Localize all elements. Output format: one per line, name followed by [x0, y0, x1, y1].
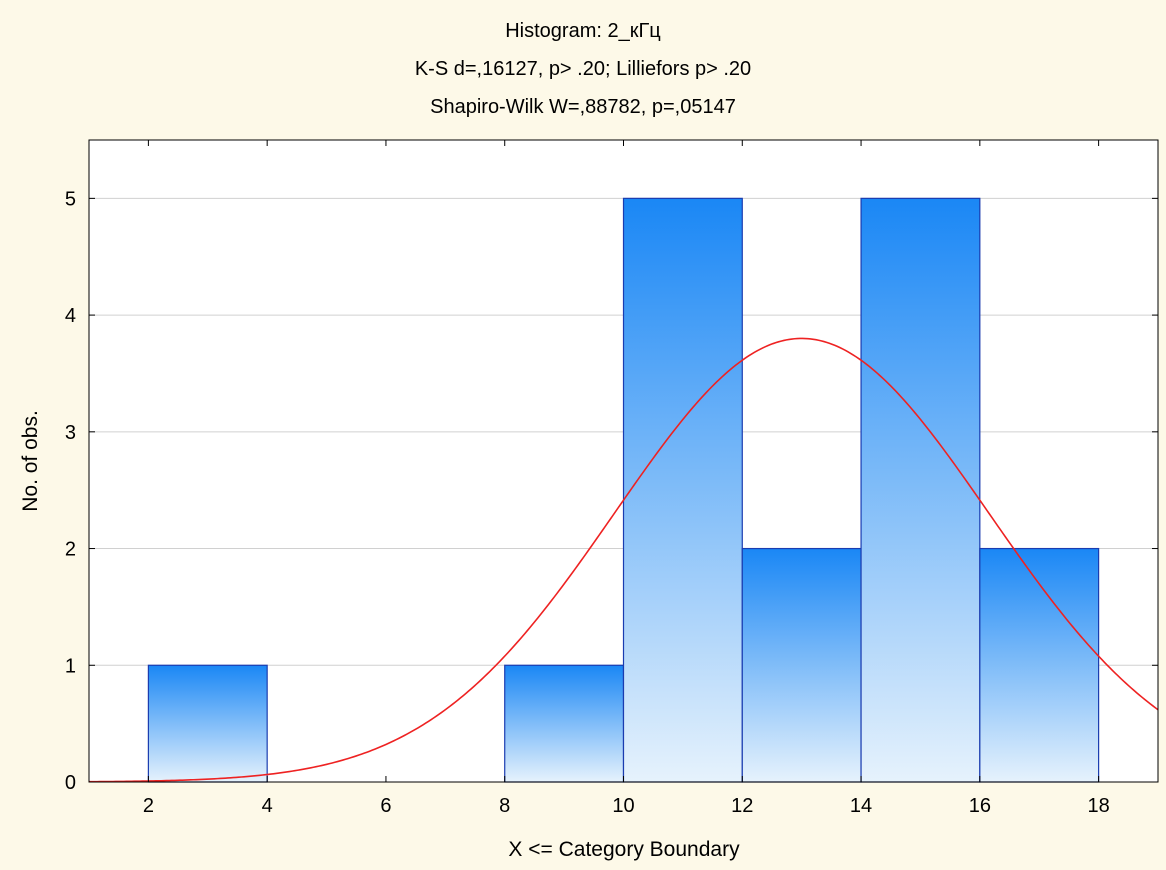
x-tick-label: 14 [850, 795, 872, 817]
histogram-bar [741, 547, 862, 783]
histogram-bar [860, 197, 981, 783]
y-tick-labels: 0 1 2 3 4 5 [65, 188, 76, 794]
y-axis-label: No. of obs. [19, 410, 42, 512]
axis-ticks [89, 140, 1158, 783]
x-tick-label: 2 [143, 795, 154, 817]
x-tick-label: 16 [969, 795, 991, 817]
y-tick-label: 0 [65, 772, 76, 794]
histogram-bar [504, 664, 625, 783]
y-tick-label: 2 [65, 539, 76, 561]
x-tick-label: 18 [1087, 795, 1109, 817]
x-tick-labels: 2 4 6 8 10 12 14 16 18 [143, 795, 1110, 817]
histogram-bar [622, 197, 743, 783]
y-tick-label: 3 [65, 422, 76, 444]
normal-curve-line [89, 337, 1158, 782]
x-tick-label: 10 [612, 795, 634, 817]
histogram-bars [147, 197, 1100, 783]
histogram-bar [979, 547, 1100, 783]
chart-subtitle-ks: K-S d=,16127, p> .20; Lilliefors p> .20 [415, 58, 751, 80]
normal-curve-group [89, 337, 1158, 782]
x-axis-label: X <= Category Boundary [508, 838, 740, 861]
x-tick-label: 6 [380, 795, 391, 817]
chart-title: Histogram: 2_кГц [505, 20, 661, 42]
chart-subtitle-sw: Shapiro-Wilk W=,88782, p=,05147 [430, 96, 736, 118]
x-tick-label: 8 [499, 795, 510, 817]
x-tick-label: 12 [731, 795, 753, 817]
y-tick-label: 1 [65, 655, 76, 677]
y-tick-label: 4 [65, 305, 76, 327]
histogram-bar [147, 664, 268, 783]
y-tick-label: 5 [65, 188, 76, 210]
x-tick-label: 4 [262, 795, 273, 817]
